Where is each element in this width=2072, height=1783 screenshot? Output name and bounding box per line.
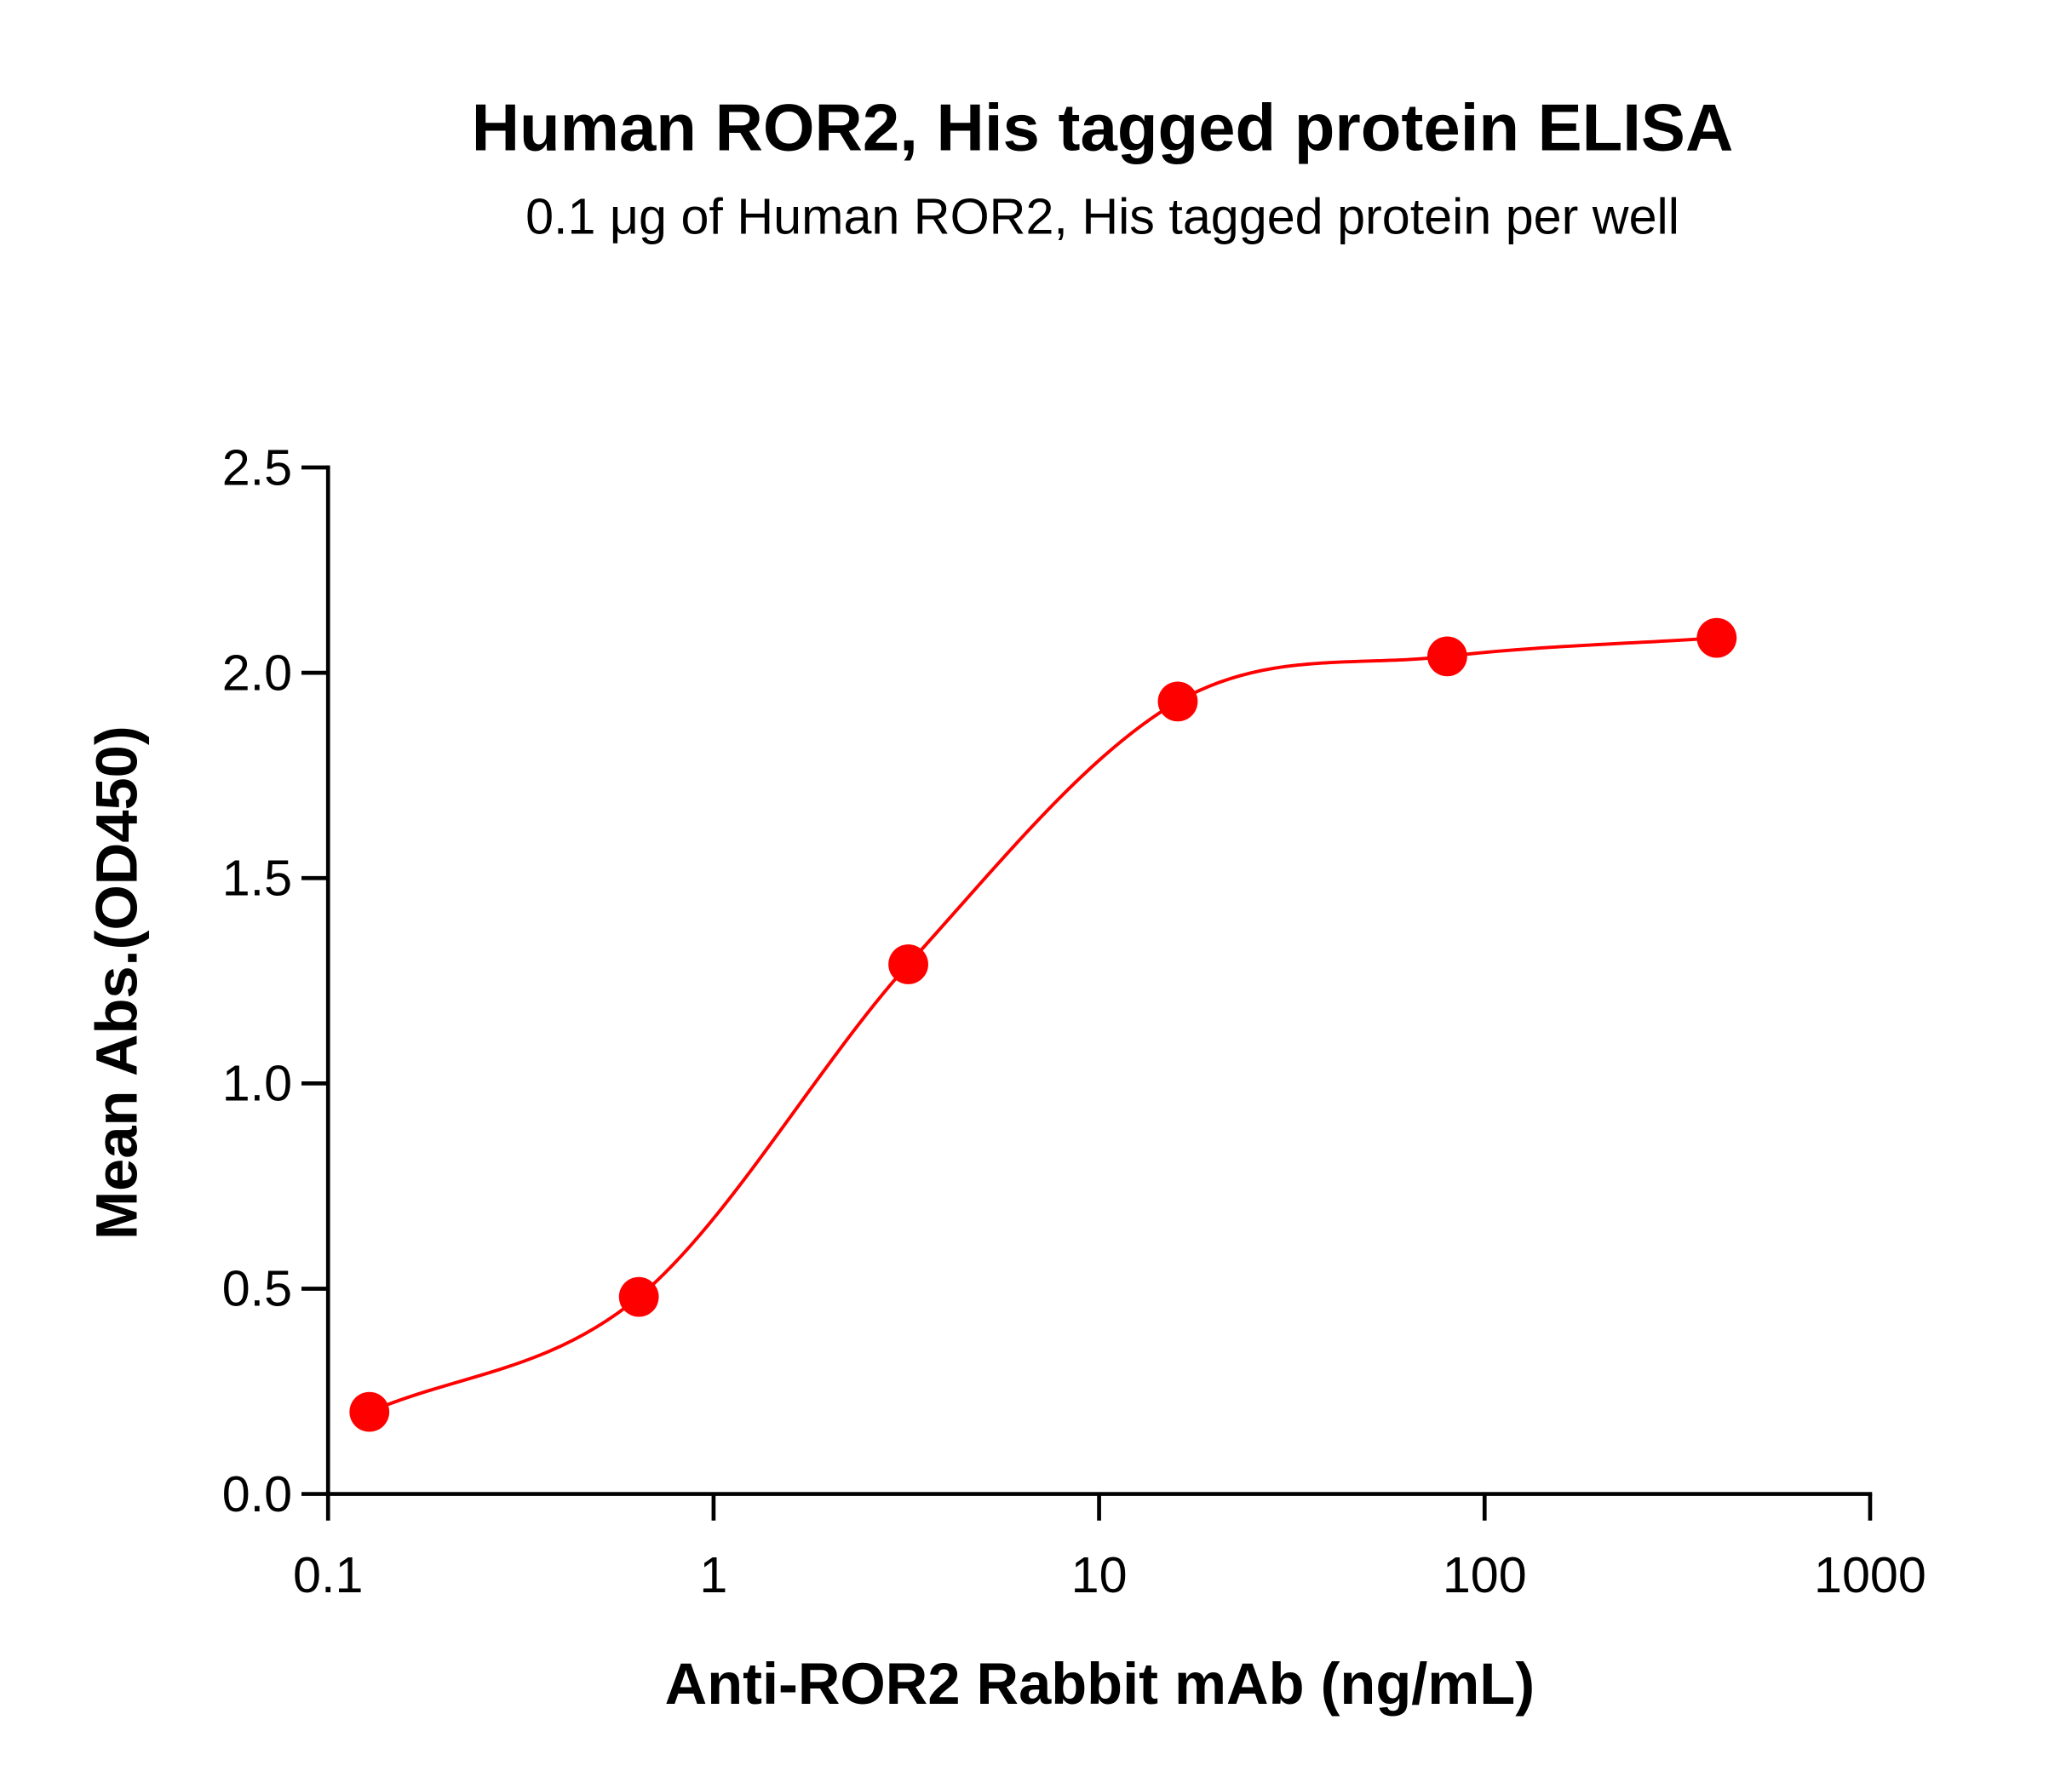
x-tick-label: 100: [1443, 1546, 1527, 1603]
chart-title: Human ROR2, His tagged protein ELISA: [472, 89, 1734, 164]
x-tick-label: 10: [1071, 1546, 1128, 1603]
y-tick-label: 2.5: [222, 439, 292, 496]
y-tick-label: 0.5: [222, 1260, 292, 1317]
data-point: [349, 1391, 390, 1432]
y-axis-title: Mean Abs.(OD450): [84, 725, 150, 1240]
y-tick-label: 1.5: [222, 850, 292, 907]
x-tick-label: 0.1: [293, 1546, 363, 1603]
x-tick-label: 1000: [1814, 1546, 1926, 1603]
y-tick-label: 1.0: [222, 1055, 292, 1112]
x-tick-label: 1: [699, 1546, 727, 1603]
y-tick-label: 0.0: [222, 1465, 292, 1522]
data-point: [1426, 636, 1467, 677]
x-axis-title: Anti-ROR2 Rabbit mAb (ng/mL): [665, 1651, 1535, 1717]
data-point: [888, 944, 928, 984]
data-point: [618, 1276, 659, 1317]
data-point: [1696, 617, 1737, 658]
data-point: [1157, 681, 1198, 722]
fit-curve: [368, 636, 1717, 1413]
chart-subtitle: 0.1 μg of Human ROR2, His tagged protein…: [525, 188, 1679, 245]
y-tick-label: 2.0: [222, 644, 292, 701]
